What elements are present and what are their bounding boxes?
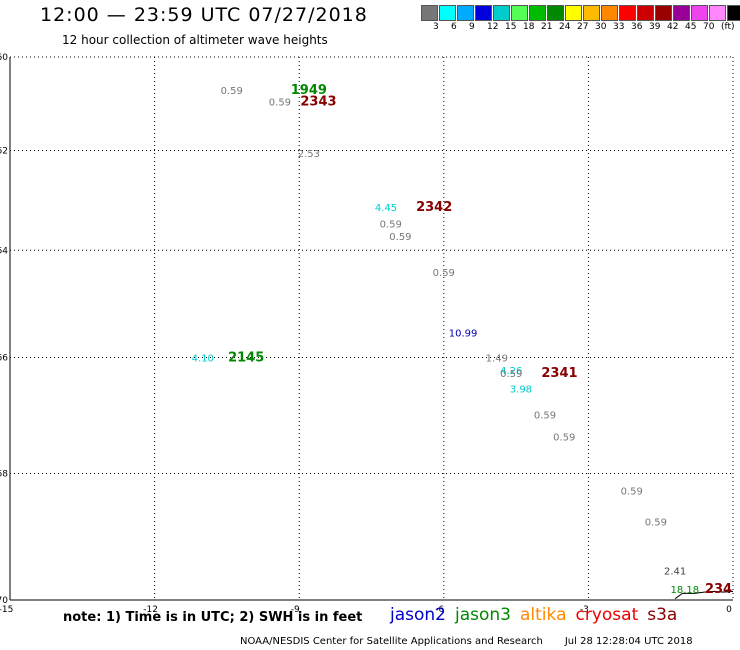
color-scale-label: 21 — [541, 22, 553, 32]
color-scale-label: 15 — [505, 22, 517, 32]
pass-time-label: 2343 — [300, 95, 336, 110]
color-scale-label: 12 — [487, 22, 499, 32]
wave-height-label: 0.59 — [621, 487, 643, 498]
satellite-altika: altika — [520, 605, 567, 625]
color-swatch — [529, 5, 546, 21]
lat-tick-label: -62 — [0, 146, 8, 156]
footer-credit: NOAA/NESDIS Center for Satellite Applica… — [240, 636, 715, 647]
wave-height-label: 4.10 — [192, 354, 214, 365]
color-scale-label: 3 — [433, 22, 439, 32]
lat-tick-label: -60 — [0, 53, 8, 63]
color-scale-label: 33 — [613, 22, 625, 32]
lat-tick-label: -66 — [0, 354, 8, 364]
wave-height-label: 18.18 — [670, 585, 699, 596]
wave-height-label: 1.49 — [486, 354, 508, 365]
lat-tick-label: -68 — [0, 470, 8, 480]
wave-height-label: 0.59 — [534, 410, 556, 421]
lon-tick-label: 0 — [726, 605, 732, 615]
wave-height-label: 0.59 — [380, 220, 402, 231]
color-swatch — [511, 5, 528, 21]
color-swatch — [421, 5, 438, 21]
wave-height-label: 0.59 — [553, 433, 575, 444]
color-swatch — [727, 5, 740, 21]
pass-time-label: 2145 — [228, 351, 264, 366]
color-scale-label: 36 — [631, 22, 643, 32]
color-scale-label: 42 — [667, 22, 679, 32]
color-scale-label: 18 — [523, 22, 535, 32]
color-swatch — [637, 5, 654, 21]
pass-time-label: 1949 — [291, 83, 327, 98]
pass-time-label: 2342 — [416, 200, 452, 215]
wave-height-label: 2.53 — [298, 149, 320, 160]
lat-tick-label: -70 — [0, 596, 8, 606]
color-swatch — [601, 5, 618, 21]
wave-height-label: 0.59 — [500, 369, 522, 380]
color-swatch — [565, 5, 582, 21]
credit-text: NOAA/NESDIS Center for Satellite Applica… — [240, 636, 543, 647]
color-swatch — [439, 5, 456, 21]
lon-tick-label: -6 — [435, 605, 444, 615]
pass-time-label: 2341 — [541, 366, 577, 381]
satellite-legend: jason2 jason3 altika cryosat s3a — [390, 605, 686, 625]
color-swatch — [673, 5, 690, 21]
chart-title: 12:00 — 23:59 UTC 07/27/2018 — [40, 4, 368, 26]
color-swatch — [655, 5, 672, 21]
color-scale-label: 30 — [595, 22, 607, 32]
lon-tick-label: -12 — [143, 605, 158, 615]
color-swatch — [547, 5, 564, 21]
note-text: note: 1) Time is in UTC; 2) SWH is in fe… — [63, 610, 363, 625]
color-swatch — [709, 5, 726, 21]
color-swatch — [493, 5, 510, 21]
wave-height-label: 0.59 — [645, 517, 667, 528]
wave-height-label: 4.26 — [500, 366, 522, 377]
chart-subtitle: 12 hour collection of altimeter wave hei… — [62, 33, 328, 47]
color-scale-label: 45 — [685, 22, 697, 32]
color-scale-label: 6 — [451, 22, 457, 32]
coastline — [674, 590, 734, 600]
color-swatch — [457, 5, 474, 21]
color-swatch — [583, 5, 600, 21]
color-scale-label: 27 — [577, 22, 589, 32]
color-swatch — [619, 5, 636, 21]
pass-time-label: 234 — [705, 582, 732, 597]
wave-height-label: 2.41 — [664, 567, 686, 578]
color-scale-label: 9 — [469, 22, 475, 32]
satellite-cryosat: cryosat — [575, 605, 639, 625]
wave-height-label: 4.45 — [375, 203, 397, 214]
wave-height-label: 3.98 — [510, 384, 532, 395]
satellite-jason3: jason3 — [455, 605, 511, 625]
color-scale-bar — [421, 5, 740, 21]
color-scale-label: 39 — [649, 22, 661, 32]
color-scale-label: (ft) — [721, 22, 735, 32]
wave-height-label: 0.59 — [433, 268, 455, 279]
color-swatch — [475, 5, 492, 21]
wave-height-label: 0.59 — [389, 232, 411, 243]
satellite-s3a: s3a — [647, 605, 678, 625]
color-scale-label: 24 — [559, 22, 571, 32]
timestamp-text: Jul 28 12:28:04 UTC 2018 — [564, 636, 693, 647]
wave-height-label: 10.99 — [449, 329, 478, 340]
lon-tick-label: -15 — [0, 605, 13, 615]
lon-tick-label: -9 — [291, 605, 300, 615]
color-scale-label: 70 — [703, 22, 715, 32]
lat-tick-label: -64 — [0, 246, 8, 256]
satellite-jason2: jason2 — [390, 605, 446, 625]
lon-tick-label: -3 — [580, 605, 589, 615]
wave-height-label: 0.59 — [269, 98, 291, 109]
wave-height-label: 0.59 — [221, 86, 243, 97]
color-swatch — [691, 5, 708, 21]
